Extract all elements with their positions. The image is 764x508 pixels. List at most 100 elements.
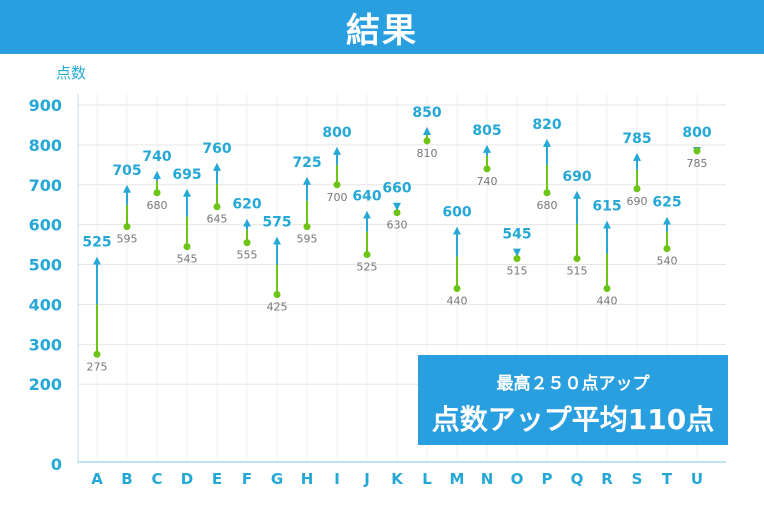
y-tick-label: 500 xyxy=(29,256,62,275)
after-value-label: 705 xyxy=(112,163,141,179)
x-tick-label: P xyxy=(542,470,553,488)
x-tick-label: D xyxy=(181,470,193,488)
before-point xyxy=(93,350,101,358)
before-point xyxy=(513,255,521,263)
before-value-label: 680 xyxy=(147,199,168,212)
before-point xyxy=(693,147,701,155)
before-value-label: 680 xyxy=(537,199,558,212)
before-value-label: 425 xyxy=(267,300,288,313)
x-tick-label: K xyxy=(391,470,404,488)
y-axis-label: 点数 xyxy=(56,64,86,82)
after-value-label: 625 xyxy=(652,195,681,211)
before-value-label: 555 xyxy=(237,249,258,262)
before-point xyxy=(123,223,131,231)
x-tick-label: T xyxy=(662,470,673,488)
before-point xyxy=(183,243,191,251)
before-point xyxy=(303,223,311,231)
x-tick-label: I xyxy=(334,470,340,488)
before-value-label: 690 xyxy=(627,195,648,208)
after-value-label: 850 xyxy=(412,105,441,121)
before-value-label: 785 xyxy=(687,157,708,170)
after-value-label: 620 xyxy=(232,197,261,213)
after-value-label: 725 xyxy=(292,155,321,171)
before-value-label: 515 xyxy=(567,265,588,278)
after-value-label: 695 xyxy=(172,167,201,183)
before-point xyxy=(573,255,581,263)
y-tick-label: 600 xyxy=(29,216,62,235)
before-value-label: 540 xyxy=(657,255,678,268)
x-tick-label: S xyxy=(632,470,643,488)
y-axis-ticks: 0 200 300 400 500 600 700 800 900 xyxy=(29,96,62,474)
after-value-label: 575 xyxy=(262,215,291,231)
y-tick-label: 400 xyxy=(29,295,62,314)
x-tick-label: O xyxy=(511,470,524,488)
y-tick-label: 900 xyxy=(29,96,62,115)
y-tick-label: 800 xyxy=(29,136,62,155)
before-point xyxy=(543,189,551,197)
x-tick-label: R xyxy=(601,470,613,488)
before-point xyxy=(363,251,371,259)
x-tick-label: M xyxy=(450,470,465,488)
before-point xyxy=(333,181,341,189)
before-point xyxy=(423,137,431,145)
before-value-label: 525 xyxy=(357,261,378,274)
x-tick-label: C xyxy=(151,470,162,488)
after-value-label: 525 xyxy=(82,235,111,251)
x-tick-label: B xyxy=(121,470,132,488)
x-tick-label: U xyxy=(691,470,703,488)
before-value-label: 515 xyxy=(507,265,528,278)
x-tick-label: L xyxy=(422,470,432,488)
summary-headline: 最高２５０点アップ xyxy=(496,374,650,394)
y-tick-label: 0 xyxy=(51,455,62,474)
after-value-label: 800 xyxy=(322,125,351,141)
summary-average: 点数アップ平均110点 xyxy=(431,403,715,436)
before-point xyxy=(453,284,461,292)
after-value-label: 660 xyxy=(382,181,411,197)
chart-area: 点数 0 200 300 400 500 600 700 800 900 275 525 595 70… xyxy=(0,54,764,508)
x-tick-label: G xyxy=(271,470,283,488)
y-tick-label: 300 xyxy=(29,335,62,354)
after-value-label: 545 xyxy=(502,227,531,243)
after-value-label: 600 xyxy=(442,205,471,221)
x-tick-label: J xyxy=(363,470,370,488)
x-tick-label: A xyxy=(91,470,103,488)
after-value-label: 785 xyxy=(622,131,651,147)
before-point xyxy=(633,185,641,193)
header-bar: 結果 xyxy=(0,0,764,54)
x-tick-label: H xyxy=(301,470,314,488)
before-value-label: 440 xyxy=(447,294,468,307)
data-marks: 275 525 595 705 680 740 545 695 645 760 555 620 425 5… xyxy=(82,105,711,373)
after-value-label: 740 xyxy=(142,149,171,165)
x-tick-label: E xyxy=(212,470,222,488)
after-value-label: 805 xyxy=(472,123,501,139)
summary-box: 最高２５０点アップ 点数アップ平均110点 xyxy=(418,355,728,445)
before-point xyxy=(273,290,281,298)
after-value-label: 820 xyxy=(532,117,561,133)
before-point xyxy=(153,189,161,197)
before-value-label: 810 xyxy=(417,147,438,160)
before-value-label: 700 xyxy=(327,191,348,204)
after-value-label: 690 xyxy=(562,169,591,185)
before-value-label: 595 xyxy=(117,233,138,246)
score-chart: 点数 0 200 300 400 500 600 700 800 900 275 525 595 70… xyxy=(29,64,726,488)
y-tick-label: 200 xyxy=(29,375,62,394)
before-value-label: 275 xyxy=(87,360,108,373)
before-value-label: 440 xyxy=(597,294,618,307)
before-value-label: 595 xyxy=(297,233,318,246)
before-point xyxy=(663,245,671,253)
x-tick-label: N xyxy=(481,470,494,488)
before-point xyxy=(603,284,611,292)
page-title: 結果 xyxy=(346,10,418,51)
before-value-label: 630 xyxy=(387,219,408,232)
before-point xyxy=(243,239,251,247)
x-tick-label: Q xyxy=(571,470,584,488)
before-point xyxy=(483,165,491,173)
y-tick-label: 700 xyxy=(29,176,62,195)
after-value-label: 800 xyxy=(682,125,711,141)
before-point xyxy=(393,209,401,217)
before-value-label: 545 xyxy=(177,253,198,266)
after-value-label: 760 xyxy=(202,141,231,157)
before-value-label: 645 xyxy=(207,213,228,226)
x-tick-label: F xyxy=(242,470,252,488)
